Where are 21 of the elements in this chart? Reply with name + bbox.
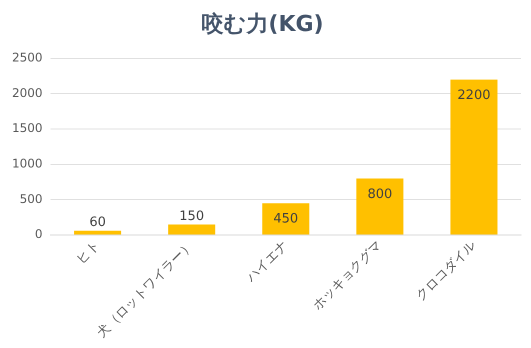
bar <box>74 230 122 235</box>
chart-title: 咬む力(KG) <box>201 10 324 37</box>
x-tick-label: ヒト <box>74 238 103 268</box>
data-label: 2200 <box>457 88 490 103</box>
bar <box>168 224 216 235</box>
data-label: 150 <box>179 208 204 224</box>
y-tick-label: 2000 <box>12 86 43 100</box>
y-tick-label: 0 <box>34 227 43 242</box>
x-tick-label: ホッキョクグマ <box>310 238 386 314</box>
y-tick-label: 500 <box>20 192 43 206</box>
bar <box>262 203 310 235</box>
y-tick-label: 1500 <box>12 121 43 136</box>
x-tick-label: ハイエナ <box>242 238 291 286</box>
bar <box>450 80 498 235</box>
y-tick-label: 1000 <box>12 156 43 171</box>
data-label: 60 <box>89 215 106 230</box>
bar <box>356 178 404 235</box>
y-tick-label: 2500 <box>12 50 43 65</box>
data-label: 450 <box>273 212 298 227</box>
x-tick-label: クロコダイル <box>413 238 480 304</box>
data-label: 800 <box>367 186 392 202</box>
